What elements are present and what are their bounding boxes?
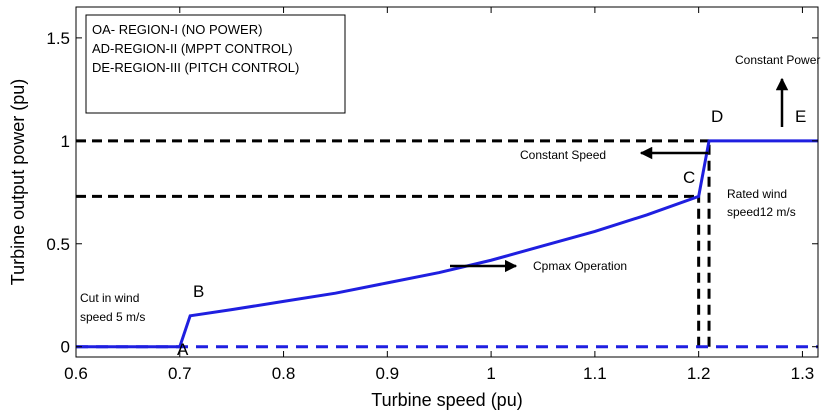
reference-lines xyxy=(76,139,711,347)
x-tick-label: 0.8 xyxy=(272,364,296,383)
series-layer xyxy=(76,139,818,349)
point-label-A: A xyxy=(177,340,189,359)
legend-frame xyxy=(85,14,346,114)
y-tick-label: 0.5 xyxy=(46,235,70,254)
annotation-constant-power: Constant Power xyxy=(735,53,820,67)
ticks: 0.6 0.7 0.8 0.9 1 1.1 1.2 1.3 0 0.5 1 1.5 xyxy=(46,7,818,383)
annotation-cpmax: Cpmax Operation xyxy=(533,259,627,273)
annotation-constant-speed: Constant Speed xyxy=(520,148,606,162)
legend-box: OA- REGION-I (NO POWER) AD-REGION-II (MP… xyxy=(85,14,346,114)
y-tick-label: 1.5 xyxy=(46,29,70,48)
y-tick-label: 1 xyxy=(61,132,70,151)
legend-line-2: AD-REGION-II (MPPT CONTROL) xyxy=(92,41,293,56)
x-tick-label: 1.3 xyxy=(791,364,815,383)
x-tick-label: 0.7 xyxy=(168,364,192,383)
x-axis-title: Turbine speed (pu) xyxy=(371,390,522,410)
annotation-cut-in-1: Cut in wind xyxy=(80,291,139,305)
series-line-0 xyxy=(76,139,818,349)
y-tick-label: 0 xyxy=(61,338,70,357)
x-tick-label: 1.2 xyxy=(687,364,711,383)
annotation-rated-wind-2: speed12 m/s xyxy=(727,205,796,219)
y-axis-title: Turbine output power (pu) xyxy=(8,79,28,285)
x-tick-label: 0.9 xyxy=(376,364,400,383)
legend-line-1: OA- REGION-I (NO POWER) xyxy=(92,22,262,37)
plot-frame xyxy=(75,6,819,358)
x-tick-label: 1.1 xyxy=(583,364,607,383)
point-label-C: C xyxy=(683,168,695,187)
x-tick-label: 0.6 xyxy=(64,364,88,383)
point-label-E: E xyxy=(795,107,806,126)
x-tick-label: 1 xyxy=(486,364,495,383)
point-label-B: B xyxy=(193,282,204,301)
annotation-cut-in-2: speed 5 m/s xyxy=(80,310,145,324)
legend-line-3: DE-REGION-III (PITCH CONTROL) xyxy=(92,60,299,75)
annotation-rated-wind-1: Rated wind xyxy=(727,187,787,201)
point-label-D: D xyxy=(711,107,723,126)
